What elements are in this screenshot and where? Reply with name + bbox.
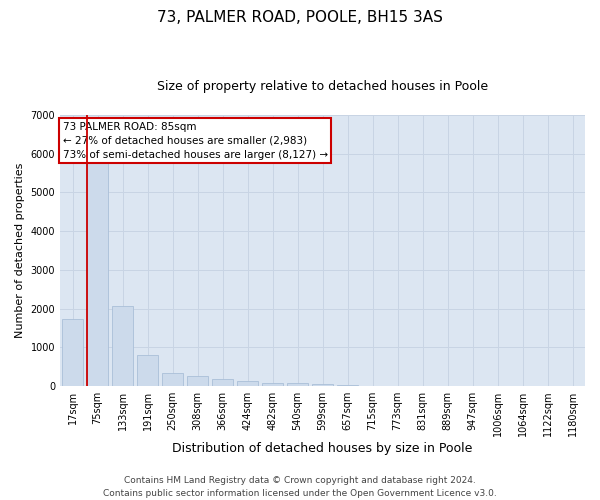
Bar [287, 383, 308, 386]
Bar [312, 384, 333, 386]
Text: Contains HM Land Registry data © Crown copyright and database right 2024.
Contai: Contains HM Land Registry data © Crown c… [103, 476, 497, 498]
Bar [87, 160, 108, 386]
Bar [162, 373, 183, 386]
Bar [237, 380, 258, 386]
Text: 73 PALMER ROAD: 85sqm
← 27% of detached houses are smaller (2,983)
73% of semi-d: 73 PALMER ROAD: 85sqm ← 27% of detached … [62, 122, 328, 160]
Text: 73, PALMER ROAD, POOLE, BH15 3AS: 73, PALMER ROAD, POOLE, BH15 3AS [157, 10, 443, 25]
Bar [262, 383, 283, 386]
Title: Size of property relative to detached houses in Poole: Size of property relative to detached ho… [157, 80, 488, 93]
Bar [187, 376, 208, 386]
Y-axis label: Number of detached properties: Number of detached properties [15, 163, 25, 338]
Bar [212, 379, 233, 386]
Bar [137, 356, 158, 386]
Bar [112, 306, 133, 386]
X-axis label: Distribution of detached houses by size in Poole: Distribution of detached houses by size … [172, 442, 473, 455]
Bar [337, 385, 358, 386]
Bar [62, 320, 83, 386]
